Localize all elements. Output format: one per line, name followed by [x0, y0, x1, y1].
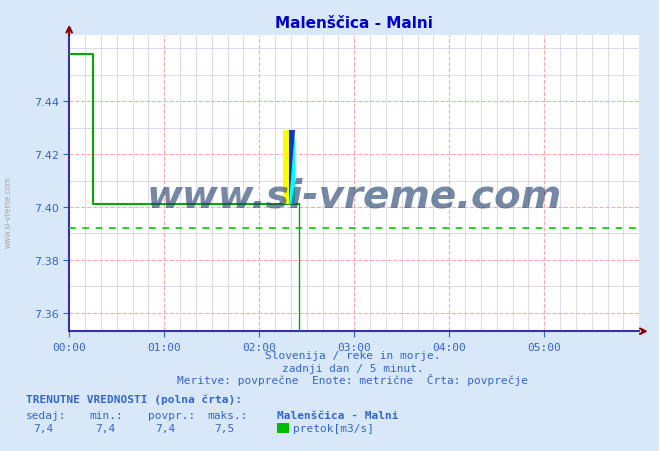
Text: www.si-vreme.com: www.si-vreme.com — [146, 177, 562, 215]
Text: Meritve: povprečne  Enote: metrične  Črta: povprečje: Meritve: povprečne Enote: metrične Črta:… — [177, 373, 528, 385]
Polygon shape — [289, 131, 295, 205]
Text: min.:: min.: — [89, 410, 123, 420]
Text: Slovenija / reke in morje.: Slovenija / reke in morje. — [265, 350, 440, 360]
Text: 7,4: 7,4 — [96, 423, 116, 433]
Text: 7,4: 7,4 — [33, 423, 53, 433]
Text: Malenščica - Malni: Malenščica - Malni — [277, 410, 398, 420]
Text: 7,4: 7,4 — [155, 423, 175, 433]
Text: TRENUTNE VREDNOSTI (polna črta):: TRENUTNE VREDNOSTI (polna črta): — [26, 394, 243, 404]
Text: pretok[m3/s]: pretok[m3/s] — [293, 423, 374, 433]
Text: sedaj:: sedaj: — [26, 410, 67, 420]
Text: povpr.:: povpr.: — [148, 410, 196, 420]
Bar — [283, 131, 289, 205]
Text: www.si-vreme.com: www.si-vreme.com — [4, 176, 13, 248]
Text: maks.:: maks.: — [208, 410, 248, 420]
Text: zadnji dan / 5 minut.: zadnji dan / 5 minut. — [281, 363, 424, 373]
Text: 7,5: 7,5 — [214, 423, 235, 433]
Title: Malenščica - Malni: Malenščica - Malni — [275, 16, 433, 31]
Polygon shape — [289, 131, 295, 205]
